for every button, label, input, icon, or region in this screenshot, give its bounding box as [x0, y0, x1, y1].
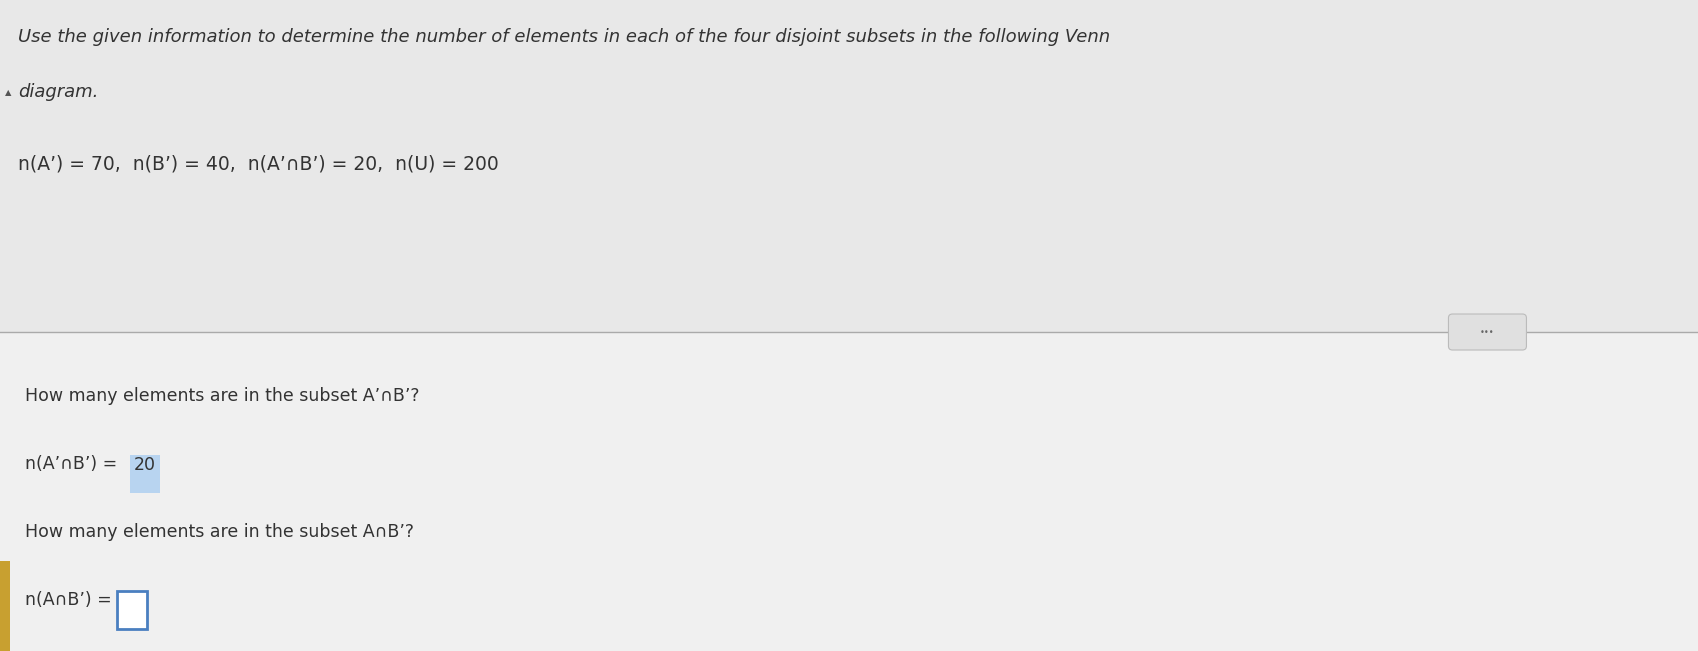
Text: Use the given information to determine the number of elements in each of the fou: Use the given information to determine t… [19, 28, 1110, 46]
Text: diagram.: diagram. [19, 83, 98, 101]
Text: ▲: ▲ [5, 88, 12, 97]
Text: n(A’) = 70,  n(B’) = 40,  n(A’∩B’) = 20,  n(U) = 200: n(A’) = 70, n(B’) = 40, n(A’∩B’) = 20, n… [19, 154, 499, 174]
Text: How many elements are in the subset A’∩B’?: How many elements are in the subset A’∩B… [25, 387, 419, 405]
FancyBboxPatch shape [1448, 314, 1527, 350]
Text: n(A’∩B’) =: n(A’∩B’) = [25, 455, 122, 473]
Text: How many elements are in the subset A∩B’?: How many elements are in the subset A∩B’… [25, 523, 414, 541]
Bar [131, 455, 160, 493]
Text: n(A∩B’) =: n(A∩B’) = [25, 591, 112, 609]
Text: 20: 20 [134, 456, 156, 474]
Text: •••: ••• [1481, 327, 1494, 337]
Bar [0, 561, 10, 651]
FancyBboxPatch shape [117, 591, 148, 629]
Bar [0, 332, 1698, 651]
Bar [0, 0, 1698, 332]
